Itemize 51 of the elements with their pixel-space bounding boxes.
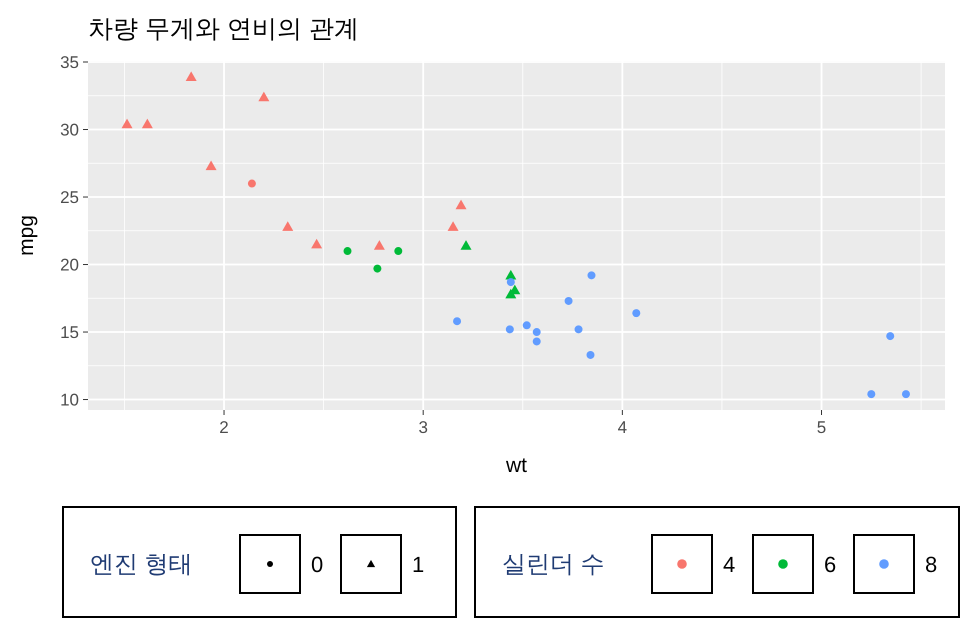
legend-label: 6 bbox=[824, 552, 836, 577]
x-tick-label: 5 bbox=[816, 418, 826, 437]
x-tick-label: 3 bbox=[418, 418, 428, 437]
legend-title: 실린더 수 bbox=[502, 551, 605, 578]
y-axis-title: mpg bbox=[15, 215, 38, 256]
point bbox=[886, 332, 894, 340]
text: 0 bbox=[311, 552, 324, 577]
text: 엔진 형태 bbox=[90, 551, 193, 578]
point bbox=[522, 321, 531, 330]
chart-title: 차량 무게와 연비의 관계 bbox=[88, 15, 359, 43]
x-tick-label: 2 bbox=[219, 418, 229, 437]
point bbox=[532, 337, 541, 346]
point bbox=[532, 328, 541, 336]
y-tick-label: 15 bbox=[60, 323, 79, 342]
x-axis-title: wt bbox=[505, 454, 528, 477]
point bbox=[206, 160, 217, 170]
point bbox=[505, 288, 516, 298]
y-tick-label: 10 bbox=[60, 390, 79, 410]
point bbox=[632, 309, 640, 318]
point bbox=[373, 264, 382, 273]
point bbox=[505, 270, 516, 280]
point bbox=[506, 325, 514, 334]
point bbox=[448, 221, 459, 231]
y-tick-label: 20 bbox=[60, 256, 79, 275]
point bbox=[586, 350, 594, 359]
point bbox=[282, 221, 294, 231]
text: 1 bbox=[412, 552, 424, 577]
point bbox=[122, 118, 133, 128]
point bbox=[258, 92, 270, 102]
point bbox=[374, 240, 385, 250]
y-tick-label: 30 bbox=[60, 120, 79, 140]
point bbox=[456, 200, 467, 210]
point bbox=[902, 390, 910, 398]
y-tick-label: 25 bbox=[60, 188, 79, 208]
point bbox=[186, 71, 197, 81]
point bbox=[344, 247, 352, 256]
point bbox=[142, 118, 153, 128]
point bbox=[587, 271, 596, 280]
point bbox=[564, 296, 573, 305]
point bbox=[394, 247, 402, 256]
point bbox=[311, 238, 322, 248]
point bbox=[248, 180, 256, 188]
y-tick-label: 35 bbox=[60, 53, 79, 72]
legend-label: 4 bbox=[723, 552, 736, 577]
point bbox=[460, 240, 472, 250]
legend-label: 8 bbox=[925, 552, 938, 577]
x-tick-label: 4 bbox=[618, 418, 628, 437]
point bbox=[506, 278, 515, 286]
point bbox=[453, 317, 462, 326]
point bbox=[867, 390, 876, 398]
point bbox=[574, 325, 583, 334]
